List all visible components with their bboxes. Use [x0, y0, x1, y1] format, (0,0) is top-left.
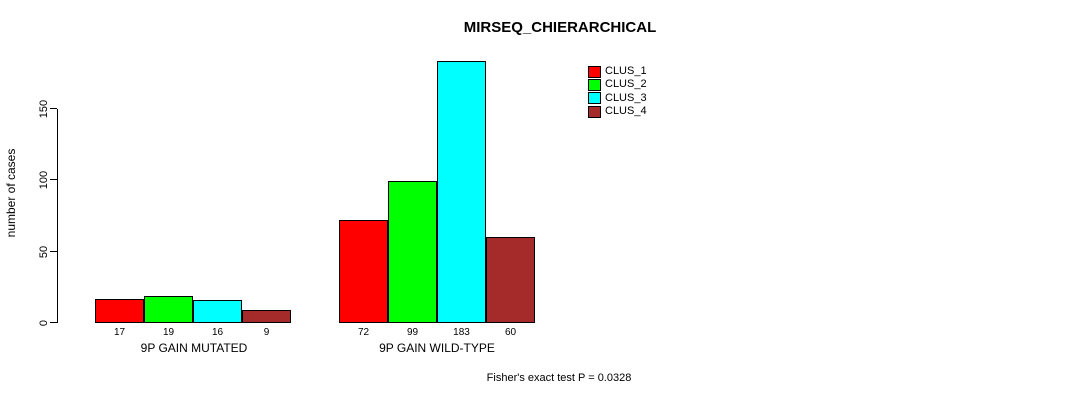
y-tick-mark	[50, 251, 57, 252]
bar-clus_2	[144, 296, 193, 323]
y-tick-label: 150	[38, 99, 50, 119]
bar-value-label: 17	[113, 327, 126, 338]
chart-title: MIRSEQ_CHIERARCHICAL	[463, 19, 657, 36]
bar-value-label: 99	[406, 327, 419, 338]
bar-clus_3	[437, 61, 486, 323]
bar-value-label: 16	[211, 327, 224, 338]
bar-value-label: 72	[357, 327, 370, 338]
legend-item: CLUS_1	[588, 65, 647, 78]
y-axis-label: number of cases	[4, 148, 18, 238]
legend-item: CLUS_3	[588, 92, 647, 105]
y-tick-label: 50	[38, 245, 50, 259]
legend-item: CLUS_4	[588, 105, 647, 118]
y-tick-label: 100	[38, 170, 50, 190]
bar-value-label: 183	[453, 327, 470, 338]
bar-value-label: 60	[504, 327, 517, 338]
bar-value-label: 19	[162, 327, 175, 338]
bar-clus_4	[242, 310, 291, 323]
stats-annotation: Fisher's exact test P = 0.0328	[486, 372, 632, 384]
legend-label: CLUS_4	[605, 105, 647, 118]
bar-clus_2	[388, 181, 437, 323]
legend-swatch	[588, 92, 601, 105]
legend-swatch	[588, 78, 601, 91]
y-tick-mark	[50, 108, 57, 109]
bar-clus_1	[339, 220, 388, 323]
legend-label: CLUS_2	[605, 78, 647, 91]
bar-clus_3	[193, 300, 242, 323]
x-category-label: 9P GAIN WILD-TYPE	[379, 341, 495, 355]
legend-label: CLUS_3	[605, 91, 647, 104]
x-category-label: 9P GAIN MUTATED	[140, 341, 248, 355]
legend-swatch	[588, 105, 601, 118]
legend: CLUS_1 CLUS_2 CLUS_3 CLUS_4	[588, 65, 647, 118]
y-axis-line	[57, 109, 58, 323]
bar-clus_4	[486, 237, 535, 323]
y-tick-label: 0	[38, 319, 50, 327]
legend-swatch	[588, 65, 601, 78]
legend-item: CLUS_2	[588, 78, 647, 91]
bar-value-label: 9	[263, 327, 270, 338]
y-tick-mark	[50, 179, 57, 180]
y-tick-mark	[50, 322, 57, 323]
legend-label: CLUS_1	[605, 65, 647, 78]
bar-clus_1	[95, 299, 144, 323]
